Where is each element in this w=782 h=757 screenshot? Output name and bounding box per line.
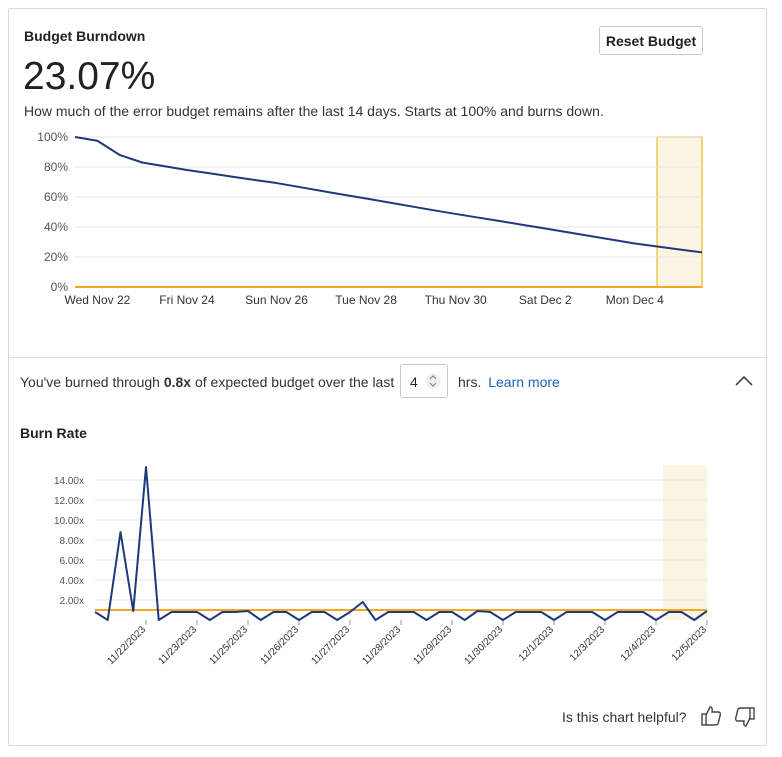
summary-prefix: You've burned through [20,374,160,390]
y-tick-label: 80% [44,160,68,174]
y-tick-label: 20% [44,250,68,264]
title: Budget Burndown [24,28,146,44]
budget-value: 23.07% [23,55,156,98]
y-tick-label: 100% [37,130,68,144]
x-tick-label: Sat Dec 2 [519,293,572,307]
thumbs-down[interactable] [734,707,755,727]
card [8,8,767,746]
burn-summary: You've burned through 0.8x of expected b… [20,374,394,390]
learn-more-link[interactable]: Learn more [488,374,560,390]
hours-value: 4 [410,374,418,390]
x-tick-label: Wed Nov 22 [64,293,130,307]
reset-button[interactable]: Reset Budget [599,26,703,55]
x-tick-label: Tue Nov 28 [335,293,397,307]
description: How much of the error budget remains aft… [24,103,604,119]
x-tick-label: Thu Nov 30 [425,293,487,307]
thumbs-up[interactable] [701,706,722,726]
x-tick-label: Sun Nov 26 [245,293,308,307]
feedback-icons [701,706,755,727]
summary-middle: of expected budget over the last [194,374,395,390]
summary-amount: 0.8x [163,374,192,390]
highlight-window [656,136,703,288]
spinner[interactable] [425,372,441,390]
hours-input[interactable]: 4 [400,364,448,398]
burn-rate-title: Burn Rate [20,425,87,441]
y-tick-label: 0% [51,280,69,294]
x-tick-label: Fri Nov 24 [159,293,215,307]
series-line [74,136,703,254]
feedback-question: Is this chart helpful? [562,709,687,725]
summary-suffix: hrs. [458,374,482,390]
y-tick-label: 40% [44,220,68,234]
y-tick-label: 60% [44,190,68,204]
divider [8,357,767,358]
summary-suffix-wrap: hrs. Learn more [458,374,560,390]
x-tick-label: Mon Dec 4 [606,293,664,307]
collapse-chevron[interactable] [734,374,754,388]
